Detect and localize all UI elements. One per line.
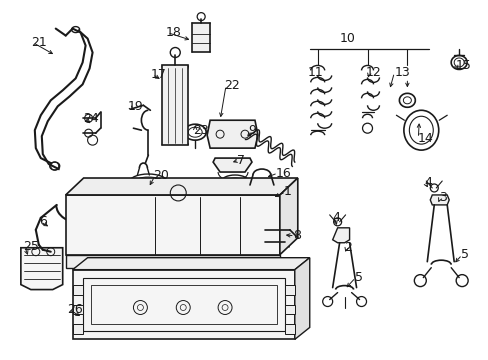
Text: 10: 10 — [339, 32, 355, 45]
Text: 1: 1 — [283, 185, 291, 198]
Text: 11: 11 — [307, 66, 323, 79]
Polygon shape — [65, 255, 279, 268]
Text: 22: 22 — [224, 79, 239, 92]
Text: 3: 3 — [438, 192, 446, 204]
Polygon shape — [285, 305, 294, 315]
Polygon shape — [294, 258, 309, 339]
Polygon shape — [65, 178, 297, 195]
Polygon shape — [73, 285, 82, 294]
Text: 8: 8 — [292, 229, 300, 242]
Text: 24: 24 — [82, 112, 98, 125]
Text: 7: 7 — [237, 154, 244, 167]
Text: 5: 5 — [354, 271, 362, 284]
Polygon shape — [285, 285, 294, 294]
Polygon shape — [21, 248, 62, 289]
Polygon shape — [162, 66, 188, 145]
Text: 13: 13 — [394, 66, 409, 79]
Polygon shape — [73, 305, 82, 315]
Text: 17: 17 — [150, 68, 166, 81]
Text: 19: 19 — [127, 100, 143, 113]
Polygon shape — [73, 270, 294, 339]
Polygon shape — [73, 258, 309, 270]
Text: 9: 9 — [247, 124, 255, 137]
Text: 4: 4 — [424, 176, 431, 189]
Text: 25: 25 — [23, 240, 39, 253]
Polygon shape — [213, 158, 251, 172]
Text: 23: 23 — [193, 124, 208, 137]
Polygon shape — [73, 324, 82, 334]
Text: 4: 4 — [332, 211, 340, 224]
Polygon shape — [429, 195, 448, 205]
Text: 2: 2 — [344, 241, 352, 254]
Polygon shape — [207, 120, 258, 148]
Text: 16: 16 — [275, 167, 291, 180]
Text: 12: 12 — [365, 66, 381, 79]
Polygon shape — [192, 23, 210, 53]
Text: 26: 26 — [66, 303, 82, 316]
Polygon shape — [279, 178, 297, 255]
Text: 15: 15 — [454, 59, 470, 72]
Text: 5: 5 — [460, 248, 468, 261]
Text: 20: 20 — [153, 168, 169, 181]
Text: 6: 6 — [39, 215, 46, 228]
Text: 14: 14 — [416, 132, 432, 145]
Polygon shape — [332, 228, 349, 243]
Text: 18: 18 — [165, 26, 181, 39]
Polygon shape — [285, 324, 294, 334]
Polygon shape — [65, 195, 279, 255]
Text: 21: 21 — [31, 36, 46, 49]
